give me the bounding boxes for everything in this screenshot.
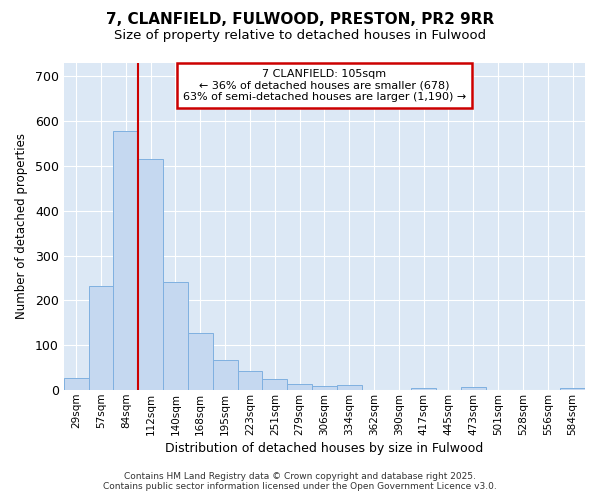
Y-axis label: Number of detached properties: Number of detached properties [15, 134, 28, 320]
Bar [312, 386, 337, 390]
Bar [411, 388, 436, 390]
Text: 7 CLANFIELD: 105sqm
← 36% of detached houses are smaller (678)
63% of semi-detac: 7 CLANFIELD: 105sqm ← 36% of detached ho… [183, 69, 466, 102]
Bar [163, 282, 188, 390]
Bar [337, 385, 362, 390]
Bar [113, 130, 138, 390]
Text: Contains HM Land Registry data © Crown copyright and database right 2025.
Contai: Contains HM Land Registry data © Crown c… [103, 472, 497, 491]
Bar [461, 386, 486, 390]
Bar [560, 388, 585, 390]
Bar [287, 384, 312, 390]
Bar [64, 378, 89, 390]
Text: Size of property relative to detached houses in Fulwood: Size of property relative to detached ho… [114, 29, 486, 42]
Bar [238, 372, 262, 390]
Text: 7, CLANFIELD, FULWOOD, PRESTON, PR2 9RR: 7, CLANFIELD, FULWOOD, PRESTON, PR2 9RR [106, 12, 494, 28]
Bar [262, 379, 287, 390]
Bar [89, 286, 113, 390]
Bar [188, 332, 213, 390]
X-axis label: Distribution of detached houses by size in Fulwood: Distribution of detached houses by size … [165, 442, 484, 455]
Bar [138, 158, 163, 390]
Bar [213, 360, 238, 390]
